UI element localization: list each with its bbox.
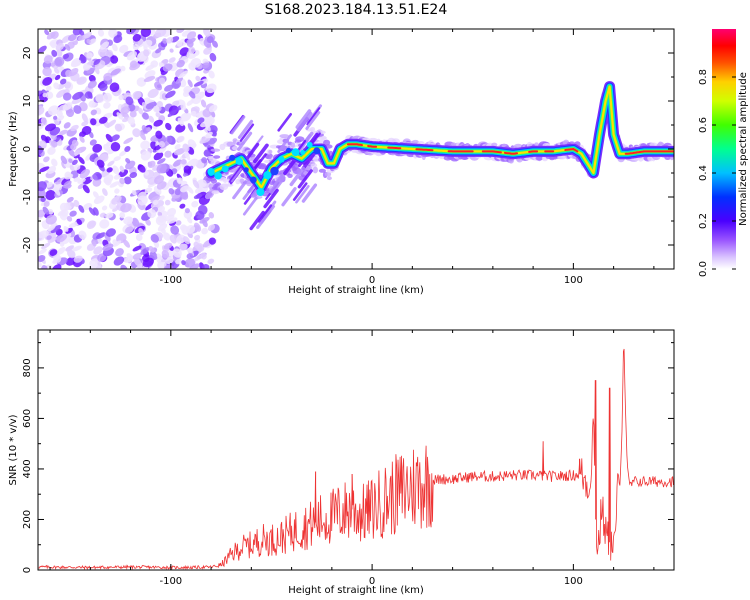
ridge-band-4 (210, 85, 674, 189)
colorbar-tick-label: 0.2 (698, 213, 709, 229)
ridge-spot (243, 167, 249, 173)
y-tick-label: 20 (22, 47, 33, 60)
ridge-bands (205, 81, 674, 193)
ridge-spot (278, 156, 285, 163)
colorbar-tick-label: 0.6 (698, 117, 709, 133)
y-tick-label: -20 (22, 237, 33, 253)
y-tick-label: -10 (22, 189, 33, 205)
snr-series-line (38, 348, 674, 570)
x-tick-label: -100 (159, 576, 182, 587)
ridge-peak-segment (415, 148, 434, 152)
y-tick-label: 400 (22, 459, 33, 478)
colorbar-ticks: 0.0 0.2 0.4 0.6 0.8 (698, 69, 736, 277)
ridge-spot (229, 154, 236, 161)
snr-frame (37, 329, 675, 571)
ridge-spot (221, 165, 229, 173)
ridge-spot (263, 171, 272, 180)
noise-blobs (38, 29, 220, 269)
ridge-spot (250, 176, 257, 184)
x-tick-label: 100 (564, 576, 583, 587)
ridge-spot (313, 147, 321, 155)
ridge-peak-segment (481, 150, 502, 154)
ridge-spot (235, 157, 244, 165)
x-tick-label: 100 (564, 275, 583, 286)
ridge-peak-segment (624, 150, 674, 155)
snr-y-label: SNR (10 * v/v) (8, 414, 19, 485)
spectrogram-heatmap (38, 29, 674, 269)
ridge-peak-segment (387, 146, 402, 150)
y-tick-label: 0 (22, 146, 33, 152)
colorbar: 0.0 0.2 0.4 0.6 0.8 Normalized spectral ampl… (698, 29, 749, 277)
snr-ticks: -100 0 100 0 200 400 600 800 (22, 330, 674, 587)
ridge-peak-segment (564, 147, 579, 153)
ridge-spot (207, 168, 215, 176)
ridge-spot (256, 188, 265, 196)
x-tick-label: 0 (369, 275, 375, 286)
x-tick-label: 0 (369, 576, 375, 587)
ridge-peak-segment (367, 145, 378, 148)
ridge-spot (214, 171, 222, 180)
ridge-peak-segment (528, 150, 539, 153)
ridge-spot (306, 141, 313, 148)
y-tick-label: 10 (22, 95, 33, 108)
ridge-peaks (207, 141, 674, 196)
ridge-spot (291, 148, 300, 157)
snr-x-label: Height of straight line (km) (288, 585, 424, 596)
spectrogram-x-label: Height of straight line (km) (288, 285, 424, 296)
ridge-peak-segment (346, 143, 363, 147)
y-tick-label: 800 (22, 358, 33, 377)
y-tick-label: 600 (22, 409, 33, 428)
colorbar-tick-label: 0.4 (698, 165, 709, 181)
colorbar-label: Normalized spectral amplitude (738, 72, 749, 226)
snr-panel: -100 0 100 0 200 400 600 800 Height of straight… (8, 329, 675, 596)
ridge-spot (300, 150, 306, 155)
ridge-spot (286, 147, 292, 153)
y-tick-label: 200 (22, 510, 33, 529)
figure-title: S168.2023.184.13.51.E24 (265, 2, 448, 18)
ridge-spot (270, 166, 279, 176)
colorbar-tick-label: 0.0 (698, 261, 709, 277)
colorbar-gradient (712, 29, 736, 269)
colorbar-tick-label: 0.8 (698, 69, 709, 85)
y-tick-label: 0 (22, 567, 33, 573)
spectrogram-y-label: Frequency (Hz) (8, 111, 19, 187)
ridge-peak-segment (503, 151, 518, 155)
x-tick-label: -100 (159, 275, 182, 286)
